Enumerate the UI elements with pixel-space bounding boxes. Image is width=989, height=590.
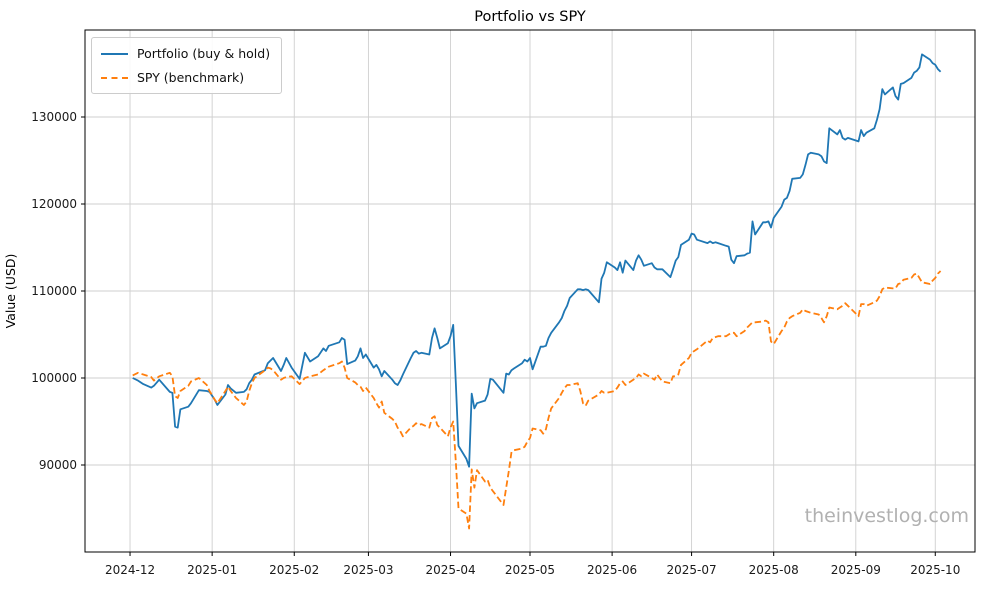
y-tick-label: 110000	[31, 284, 77, 298]
x-tick-label: 2025-05	[505, 563, 555, 577]
legend-item-portfolio: Portfolio (buy & hold)	[101, 44, 270, 63]
x-tick-label: 2025-03	[343, 563, 393, 577]
y-axis-label: Value (USD)	[3, 254, 18, 329]
x-tick-label: 2025-01	[187, 563, 237, 577]
series-lines	[132, 53, 942, 530]
y-tick-labels: 90000 100000 110000 120000 130000	[31, 110, 77, 472]
x-tick-label: 2025-10	[910, 563, 960, 577]
legend-line-sample-spy	[101, 76, 128, 79]
legend-label-spy: SPY (benchmark)	[137, 70, 245, 85]
chart-generated-layers: 2024-12 2025-01 2025-02 2025-03 2025-04 2025-…	[31, 29, 976, 577]
x-tick-label: 2025-09	[831, 563, 881, 577]
x-tick-label: 2024-12	[105, 563, 155, 577]
x-tick-label: 2025-08	[749, 563, 799, 577]
y-tick-label: 130000	[31, 110, 77, 124]
legend: Portfolio (buy & hold) SPY (benchmark)	[91, 37, 283, 94]
x-tick-label: 2025-07	[667, 563, 717, 577]
x-tick-label: 2025-06	[587, 563, 637, 577]
legend-line-sample-portfolio	[101, 52, 128, 55]
legend-item-spy: SPY (benchmark)	[101, 68, 270, 87]
tick-marks	[81, 116, 936, 556]
y-tick-label: 120000	[31, 197, 77, 211]
x-tick-label: 2025-02	[269, 563, 319, 577]
y-tick-label: 100000	[31, 371, 77, 385]
grid-lines	[85, 30, 975, 552]
legend-label-portfolio: Portfolio (buy & hold)	[137, 46, 271, 61]
series-line-spy	[132, 270, 942, 530]
series-line-portfolio	[132, 53, 942, 468]
x-tick-label: 2025-04	[425, 563, 475, 577]
watermark: theinvestlog.com	[804, 505, 969, 527]
x-tick-labels: 2024-12 2025-01 2025-02 2025-03 2025-04 2025-…	[105, 563, 960, 577]
y-tick-label: 90000	[39, 458, 77, 472]
chart-title: Portfolio vs SPY	[474, 9, 586, 25]
